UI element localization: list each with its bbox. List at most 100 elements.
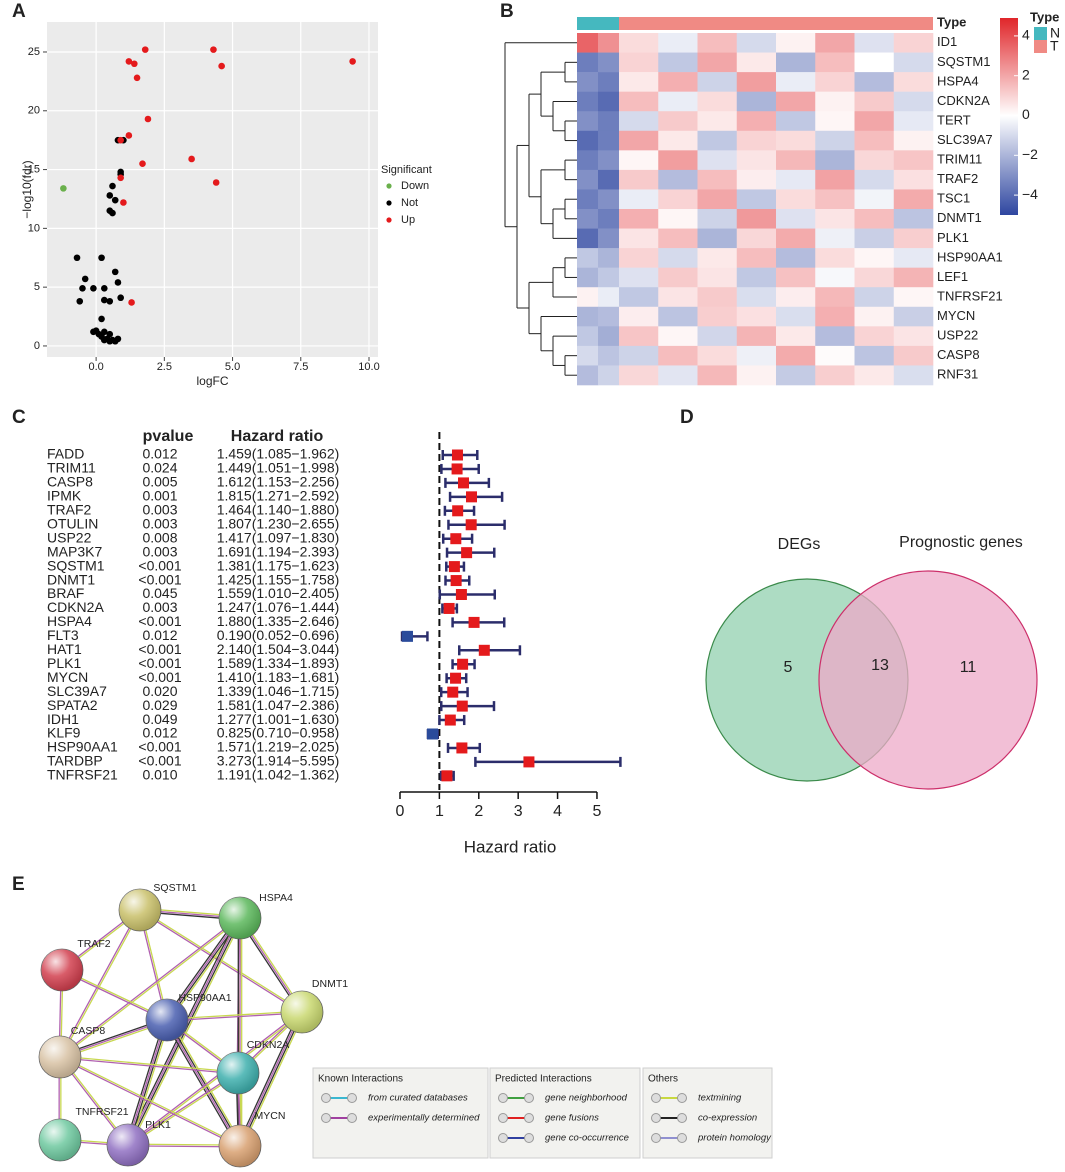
network-edge [59, 916, 240, 1057]
hazard-ratio-box [401, 630, 413, 642]
x-axis-title: Hazard ratio [464, 837, 557, 856]
heatmap-cell [598, 169, 620, 190]
heatmap-cell [619, 130, 659, 151]
pvalue: 0.020 [142, 683, 177, 699]
node-shine [217, 1052, 259, 1094]
pvalue: <0.001 [138, 641, 181, 657]
heatmap-cell [658, 130, 698, 151]
pvalue: 0.008 [142, 529, 177, 545]
y-tick-label: 15 [28, 163, 40, 175]
pvalue: 0.049 [142, 711, 177, 727]
heatmap-cell [736, 130, 777, 151]
network-edge [60, 1055, 241, 1146]
heatmap-cell [776, 248, 816, 268]
hazard-ratio-box [451, 449, 463, 461]
x-tick-label: 0 [396, 803, 405, 820]
heatmap-cell [815, 130, 855, 151]
pvalue: 0.012 [142, 725, 177, 741]
gene-label: TNFRSF21 [47, 767, 118, 783]
node-label: CDKN2A [247, 1039, 290, 1051]
hazard-ratio-text: 1.425(1.155−1.758) [217, 571, 340, 587]
heatmap-cell [577, 150, 599, 171]
heatmap-cell [854, 150, 895, 171]
node-shine [219, 897, 261, 939]
heatmap-cell [736, 189, 777, 210]
hazard-ratio-text: 1.880(1.335−2.646) [217, 613, 340, 629]
point [98, 315, 105, 323]
gene-label: IDH1 [47, 711, 79, 727]
point [131, 60, 138, 68]
hazard-ratio-text: 1.417(1.097−1.830) [217, 529, 340, 545]
legend-label: T [1050, 38, 1059, 54]
heatmap-cell [658, 33, 698, 53]
heatmap-cell [697, 248, 738, 268]
heatmap-cell [619, 72, 659, 92]
heatmap-cell [598, 228, 620, 249]
heatmap-cell [815, 33, 855, 53]
heatmap-cell [619, 52, 659, 73]
heatmap-cell [815, 365, 855, 386]
x-axis-title: logFC [196, 374, 228, 388]
heatmap-cell [577, 306, 599, 327]
network-edge [238, 1011, 302, 1146]
network-edge [128, 1073, 239, 1147]
heatmap-cell [776, 91, 816, 112]
network-edge [124, 1019, 166, 1145]
heatmap-cell [658, 72, 698, 92]
gene-label: OTULIN [47, 515, 98, 531]
point [141, 46, 149, 53]
legend-node [498, 1113, 508, 1123]
point [125, 58, 133, 65]
point [114, 335, 122, 343]
heatmap-cell [776, 365, 816, 386]
hazard-ratio-text: 1.191(1.042−1.362) [217, 767, 340, 783]
heatmap-cell [619, 306, 659, 327]
pvalue: <0.001 [138, 669, 181, 685]
legend-label: protein homology [697, 1133, 772, 1144]
heatmap-cell [577, 326, 599, 347]
heatmap-cell [658, 189, 698, 210]
heatmap-cell [658, 228, 698, 249]
heatmap-cell [736, 287, 777, 308]
heatmap-cell [598, 267, 620, 288]
heatmap-cell [577, 365, 599, 386]
legend-label: gene co-occurrence [545, 1133, 629, 1144]
heatmap-cell [854, 267, 895, 288]
network-edge [60, 1055, 239, 1073]
heatmap-cell [736, 228, 777, 249]
heatmap-cell [776, 150, 816, 171]
heatmap-cell [697, 52, 738, 73]
heatmap-cell [893, 111, 934, 132]
legend-label: Up [401, 214, 415, 226]
gene-label: HSPA4 [47, 613, 92, 629]
colorbar-label: 4 [1022, 27, 1030, 43]
hazard-ratio-text: 1.459(1.085−1.962) [217, 446, 340, 462]
hazard-ratio-box [451, 463, 463, 475]
row-label: DNMT1 [937, 210, 982, 225]
colorbar-label: −2 [1022, 146, 1038, 162]
heatmap-cell [697, 130, 738, 151]
gene-label: USP22 [47, 529, 92, 545]
point [109, 209, 116, 217]
heatmap-cell [619, 287, 659, 308]
hazard-ratio-text: 2.140(1.504−3.044) [217, 641, 340, 657]
x-tick-label: 2.5 [157, 361, 172, 373]
heatmap-cell [815, 287, 855, 308]
legend-node [347, 1113, 357, 1123]
heatmap-cell [598, 189, 620, 210]
heatmap-cell [893, 228, 934, 249]
hazard-ratio-box [468, 616, 480, 628]
heatmap-cell [854, 130, 895, 151]
heatmap-cell [577, 248, 599, 268]
legend-group-title: Known Interactions [318, 1074, 403, 1085]
heatmap-cell [619, 267, 659, 288]
heatmap-cell [619, 33, 659, 53]
point [60, 185, 67, 192]
hazard-ratio-box [444, 714, 456, 726]
pvalue: 0.003 [142, 502, 177, 518]
heatmap-cell [736, 111, 777, 132]
panel-label: D [680, 407, 694, 428]
heatmap-cell [815, 72, 855, 92]
heatmap-cell [815, 228, 855, 249]
